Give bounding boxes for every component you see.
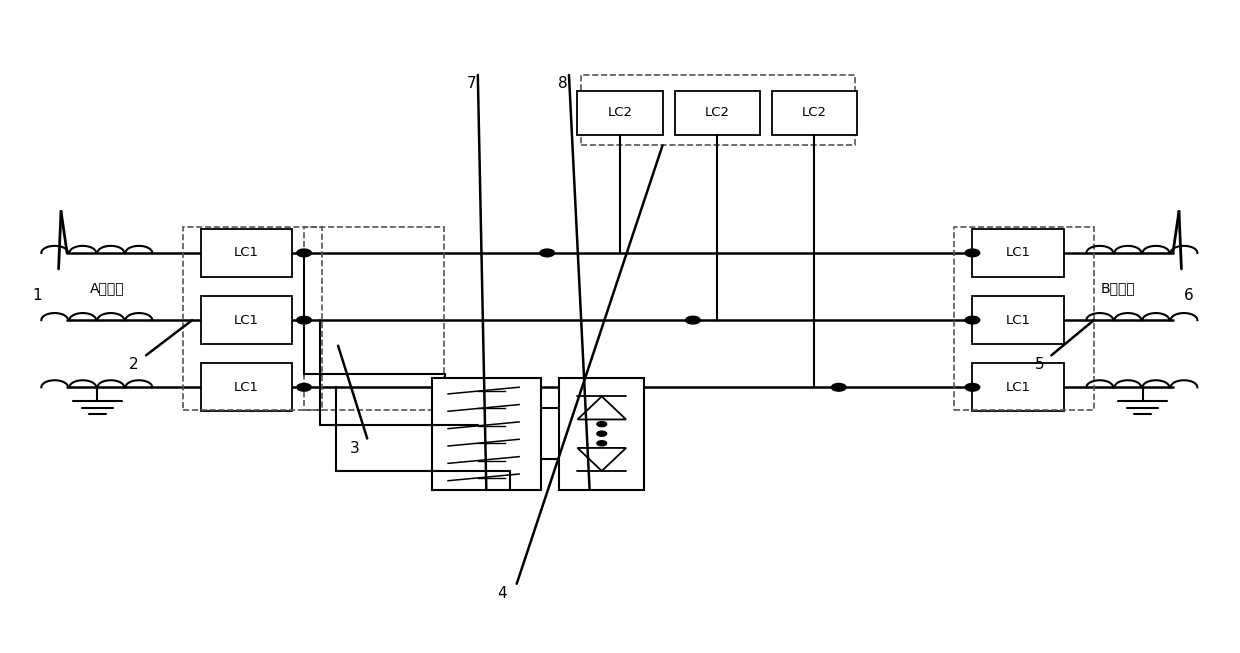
Text: 8: 8 (558, 76, 568, 91)
Bar (972, 229, 1064, 277)
Bar (201, 363, 291, 411)
Text: 1: 1 (32, 288, 41, 303)
Text: 6: 6 (1184, 288, 1194, 303)
Circle shape (832, 383, 846, 391)
Bar (201, 229, 291, 277)
Text: LC1: LC1 (1006, 381, 1030, 394)
Circle shape (296, 249, 311, 257)
Circle shape (296, 316, 311, 324)
Circle shape (965, 249, 980, 257)
Bar (972, 363, 1064, 411)
Text: 4: 4 (497, 586, 507, 601)
Text: LC2: LC2 (608, 106, 632, 119)
Bar (972, 296, 1064, 344)
Circle shape (596, 431, 606, 436)
Text: 5: 5 (1034, 357, 1044, 372)
Circle shape (296, 383, 311, 391)
Circle shape (686, 316, 701, 324)
Text: B变电站: B变电站 (1101, 281, 1136, 295)
Circle shape (596, 422, 606, 426)
Circle shape (596, 441, 606, 446)
Circle shape (965, 383, 980, 391)
Bar (201, 296, 291, 344)
Bar (559, 377, 645, 490)
Circle shape (539, 249, 554, 257)
Text: 7: 7 (467, 76, 476, 91)
Text: LC1: LC1 (1006, 246, 1030, 259)
Text: LC2: LC2 (704, 106, 729, 119)
Text: LC1: LC1 (234, 381, 259, 394)
Text: A变电站: A变电站 (89, 281, 124, 295)
Bar (578, 91, 662, 135)
Bar (675, 91, 760, 135)
Bar (954, 227, 1094, 409)
Bar (771, 91, 857, 135)
Circle shape (965, 316, 980, 324)
Bar (304, 227, 444, 409)
Bar (582, 75, 854, 146)
Text: LC1: LC1 (1006, 313, 1030, 326)
Bar (432, 377, 541, 490)
Text: LC2: LC2 (802, 106, 827, 119)
Text: LC1: LC1 (234, 246, 259, 259)
Bar (182, 227, 322, 409)
Text: LC1: LC1 (234, 313, 259, 326)
Text: 2: 2 (129, 357, 139, 372)
Text: 3: 3 (350, 441, 360, 456)
